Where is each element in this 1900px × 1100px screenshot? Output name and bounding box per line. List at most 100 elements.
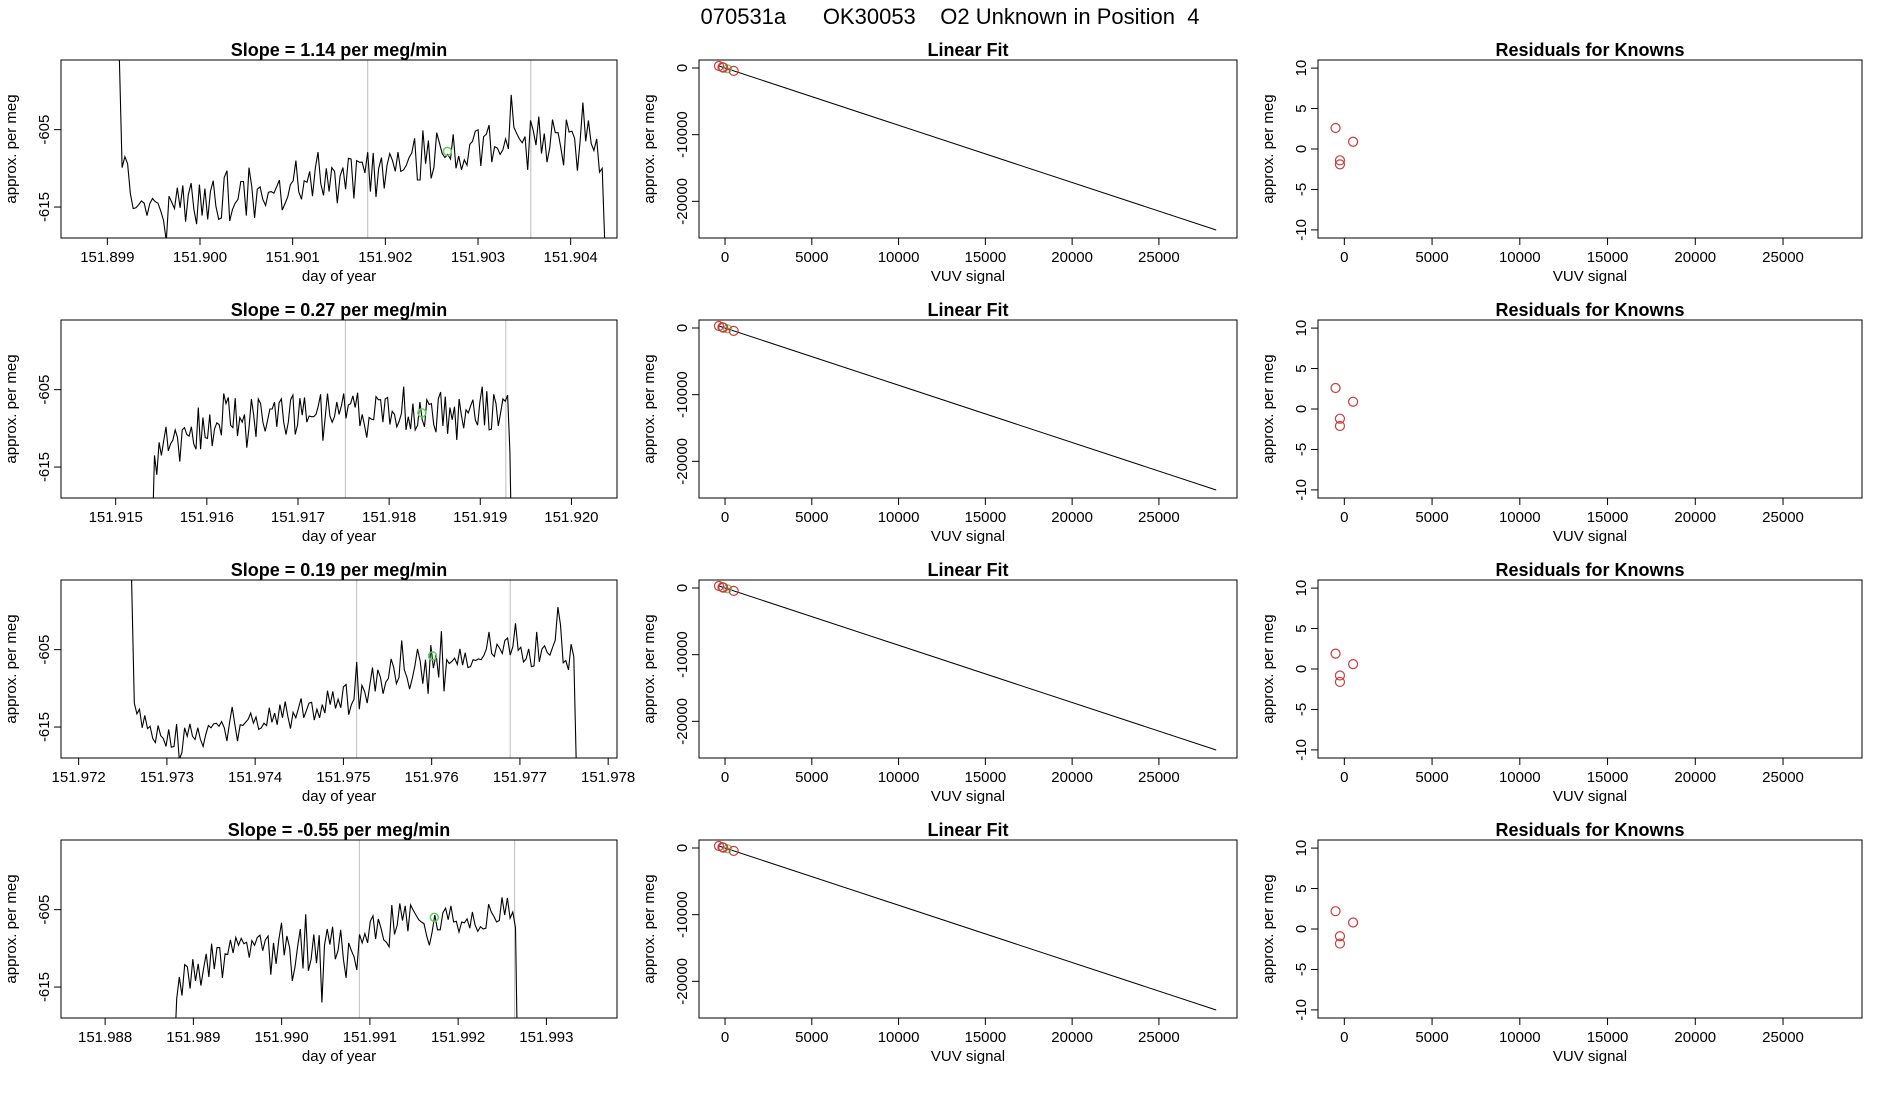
y-tick-label: 10 bbox=[1293, 840, 1310, 857]
x-tick-label: 5000 bbox=[795, 1029, 828, 1046]
plot-area bbox=[1330, 382, 1359, 432]
x-tick-label: 151.918 bbox=[362, 509, 416, 526]
y-tick-label: 0 bbox=[1293, 665, 1310, 673]
x-tick-label: 151.992 bbox=[431, 1029, 485, 1046]
x-tick-label: 10000 bbox=[1499, 1029, 1541, 1046]
x-tick-label: 20000 bbox=[1051, 509, 1093, 526]
plot-area bbox=[131, 580, 577, 758]
y-tick-label: 5 bbox=[1293, 364, 1310, 372]
x-tick-label: 25000 bbox=[1762, 1029, 1804, 1046]
chart-panel-r0-c2: Residuals for Knowns 0 5000 10000 15000 20000… bbox=[1260, 40, 1863, 285]
unknown-point bbox=[722, 844, 733, 854]
plot-area bbox=[1330, 648, 1359, 688]
known-point bbox=[728, 325, 739, 336]
y-tick-label: -10 bbox=[1293, 739, 1310, 761]
residual-point bbox=[1330, 906, 1341, 917]
x-tick-label: 151.991 bbox=[343, 1029, 397, 1046]
y-tick-label: 0 bbox=[674, 64, 691, 72]
y-axis-label: approx. per meg bbox=[1260, 614, 1277, 723]
chart-panel-r2-c2: Residuals for Knowns 0 5000 10000 15000 20000… bbox=[1260, 560, 1863, 805]
residual-point bbox=[1334, 413, 1346, 424]
x-tick-label: 151.916 bbox=[180, 509, 234, 526]
residual-point bbox=[1330, 648, 1341, 659]
y-tick-label: -10000 bbox=[674, 111, 691, 158]
x-tick-label: 0 bbox=[721, 769, 729, 786]
known-point bbox=[728, 585, 739, 596]
x-tick-label: 15000 bbox=[1587, 769, 1629, 786]
x-tick-label: 151.990 bbox=[255, 1029, 309, 1046]
y-tick-label: -10000 bbox=[674, 371, 691, 418]
plot-frame bbox=[60, 59, 618, 239]
x-axis-label: VUV signal bbox=[1553, 1048, 1627, 1065]
x-tick-label: 15000 bbox=[1587, 509, 1629, 526]
residual-point bbox=[1347, 136, 1359, 147]
known-point bbox=[718, 582, 729, 593]
residual-point bbox=[1334, 938, 1346, 949]
known-point bbox=[728, 65, 739, 76]
x-tick-label: 151.972 bbox=[52, 769, 106, 786]
plot-area bbox=[118, 60, 606, 238]
x-tick-label: 0 bbox=[721, 1029, 729, 1046]
chart-title: Linear Fit bbox=[927, 40, 1008, 60]
x-tick-label: 151.919 bbox=[453, 509, 507, 526]
x-tick-label: 10000 bbox=[878, 1029, 920, 1046]
plot-area bbox=[713, 580, 1217, 751]
y-tick-label: -615 bbox=[36, 452, 53, 482]
x-tick-label: 25000 bbox=[1762, 509, 1804, 526]
x-tick-label: 0 bbox=[721, 509, 729, 526]
y-tick-label: -5 bbox=[1293, 703, 1310, 716]
plot-frame bbox=[1317, 59, 1863, 239]
residual-point bbox=[1334, 159, 1346, 170]
x-tick-label: 15000 bbox=[964, 509, 1006, 526]
plot-area bbox=[175, 840, 518, 1018]
y-tick-label: -5 bbox=[1293, 443, 1310, 456]
chart-panel-r1-c2: Residuals for Knowns 0 5000 10000 15000 20000… bbox=[1260, 300, 1863, 545]
chart-title: Linear Fit bbox=[927, 300, 1008, 320]
x-tick-label: 25000 bbox=[1762, 249, 1804, 266]
y-tick-label: -605 bbox=[36, 895, 53, 925]
x-tick-label: 5000 bbox=[1415, 509, 1448, 526]
x-tick-label: 0 bbox=[1340, 249, 1348, 266]
chart-title: Linear Fit bbox=[927, 820, 1008, 840]
x-tick-label: 5000 bbox=[795, 769, 828, 786]
chart-panel-r3-c1: Linear Fit 0 5000 10000 15000 20000 25000 VUV s… bbox=[641, 820, 1238, 1065]
y-tick-label: 0 bbox=[674, 584, 691, 592]
x-tick-label: 20000 bbox=[1674, 249, 1716, 266]
y-tick-label: -605 bbox=[36, 635, 53, 665]
x-tick-label: 151.975 bbox=[316, 769, 370, 786]
residual-point bbox=[1334, 155, 1346, 166]
y-tick-label: -20000 bbox=[674, 438, 691, 485]
y-tick-label: -10 bbox=[1293, 219, 1310, 241]
x-tick-label: 25000 bbox=[1138, 769, 1180, 786]
chart-panel-r3-c0: Slope = -0.55 per meg/min 151.988 151.989 1… bbox=[3, 820, 618, 1065]
unknown-point bbox=[722, 64, 733, 74]
y-tick-label: -10 bbox=[1293, 479, 1310, 501]
panels-grid: Slope = 1.14 per meg/min 151.899 151.900 15… bbox=[3, 40, 1863, 1065]
unknown-point bbox=[722, 584, 733, 594]
x-tick-label: 25000 bbox=[1138, 509, 1180, 526]
chart-title: Slope = 0.27 per meg/min bbox=[231, 300, 448, 320]
y-axis-label: approx. per meg bbox=[3, 614, 20, 723]
x-tick-label: 10000 bbox=[878, 249, 920, 266]
x-tick-label: 151.977 bbox=[493, 769, 547, 786]
x-tick-label: 5000 bbox=[1415, 769, 1448, 786]
x-tick-label: 0 bbox=[721, 249, 729, 266]
series-line bbox=[152, 386, 512, 498]
plot-frame bbox=[698, 579, 1238, 759]
plot-area bbox=[713, 320, 1217, 491]
chart-title: Slope = -0.55 per meg/min bbox=[228, 820, 451, 840]
x-tick-label: 5000 bbox=[1415, 1029, 1448, 1046]
known-point bbox=[718, 842, 729, 853]
chart-title: Residuals for Knowns bbox=[1495, 40, 1684, 60]
y-axis-label: approx. per meg bbox=[1260, 874, 1277, 983]
x-tick-label: 151.978 bbox=[581, 769, 635, 786]
known-point bbox=[718, 62, 729, 73]
y-tick-label: 0 bbox=[1293, 145, 1310, 153]
fit-line bbox=[718, 845, 1217, 1011]
x-tick-label: 20000 bbox=[1674, 1029, 1716, 1046]
x-tick-label: 20000 bbox=[1051, 1029, 1093, 1046]
x-axis-label: day of year bbox=[302, 1048, 376, 1065]
fit-line bbox=[718, 585, 1217, 751]
y-tick-label: 10 bbox=[1293, 320, 1310, 337]
chart-title: Slope = 1.14 per meg/min bbox=[231, 40, 448, 60]
